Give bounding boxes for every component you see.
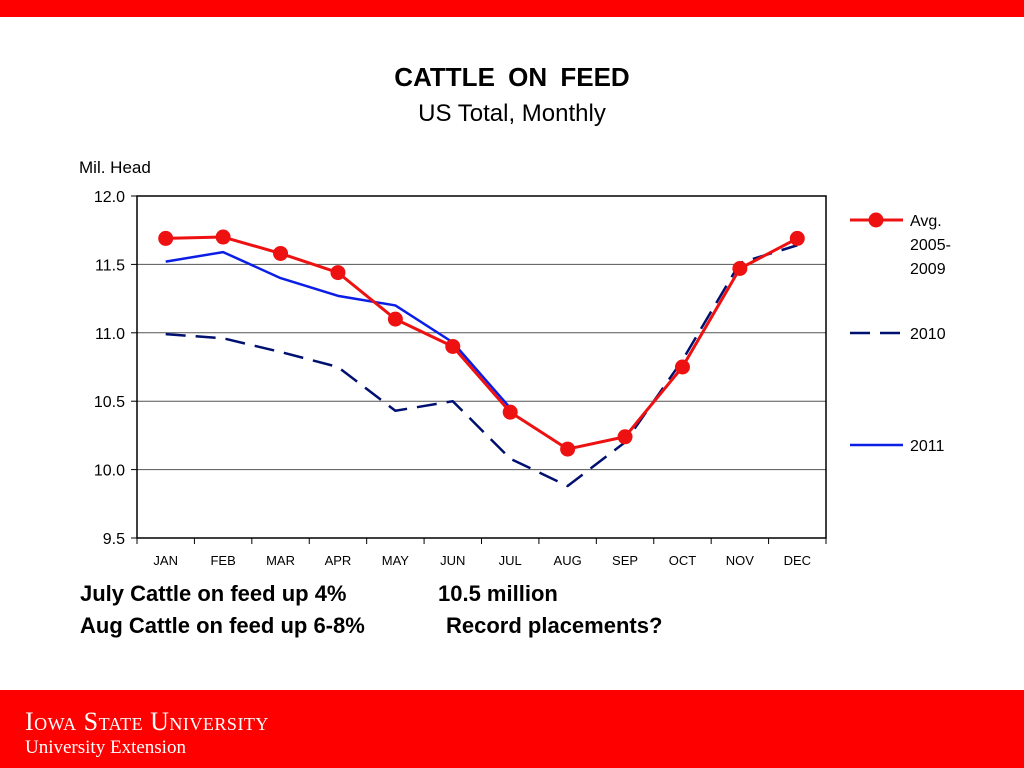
extension-name: University Extension xyxy=(25,737,186,758)
data-point-marker xyxy=(560,441,576,457)
data-point-marker xyxy=(502,404,518,420)
university-logo: Iowa State University University Extensi… xyxy=(25,707,269,759)
data-point-marker xyxy=(445,338,461,354)
series-line-2010 xyxy=(165,244,798,488)
legend-marker xyxy=(868,212,884,228)
y-tick-label: 10.5 xyxy=(94,394,125,411)
x-tick-label: JAN xyxy=(153,553,178,568)
legend-label: 2011 xyxy=(910,438,945,455)
y-tick-label: 11.5 xyxy=(95,257,125,274)
x-tick-label: JUN xyxy=(440,553,465,568)
series-line-avg-2005-2009 xyxy=(165,235,798,451)
data-point-marker xyxy=(215,229,231,245)
x-tick-label: NOV xyxy=(726,553,755,568)
note-july-value: 10.5 million xyxy=(438,581,558,606)
note-aug: Aug Cattle on feed up 6-8% xyxy=(80,613,365,638)
data-point-marker xyxy=(789,230,805,246)
footer-red-bar xyxy=(0,690,1024,768)
data-point-marker xyxy=(330,265,346,281)
x-tick-label: APR xyxy=(325,553,352,568)
x-tick-label: JUL xyxy=(499,553,522,568)
legend-label: 2009 xyxy=(910,261,946,278)
plot-area-border xyxy=(136,195,827,539)
data-point-marker xyxy=(158,230,174,246)
x-tick-label: MAR xyxy=(266,553,295,568)
data-point-marker xyxy=(273,245,289,261)
y-axis-label: Mil. Head xyxy=(79,158,151,177)
x-tick-label: AUG xyxy=(554,553,582,568)
y-tick-label: 9.5 xyxy=(103,531,125,548)
top-red-bar xyxy=(0,0,1024,17)
x-tick-label: FEB xyxy=(210,553,235,568)
university-name: Iowa State University xyxy=(25,707,269,736)
notes-block: July Cattle on feed up 4% 10.5 million Au… xyxy=(80,578,662,642)
legend-label: 2010 xyxy=(910,326,946,343)
y-tick-label: 12.0 xyxy=(94,189,125,206)
y-tick-label: 10.0 xyxy=(94,463,125,480)
data-point-marker xyxy=(674,359,690,375)
data-point-marker xyxy=(617,429,633,445)
x-tick-label: OCT xyxy=(669,553,697,568)
x-tick-label: DEC xyxy=(784,553,811,568)
x-tick-label: MAY xyxy=(382,553,410,568)
chart-title: CATTLE ON FEED xyxy=(394,62,630,92)
y-tick-label: 11.0 xyxy=(95,326,125,343)
data-point-marker xyxy=(387,311,403,327)
x-tick-label: SEP xyxy=(612,553,638,568)
line-chart: Mil. Head 12.0 11.5 11.0 10.5 10.0 9.5 JAN FEB MA… xyxy=(79,158,951,568)
note-row-2: Aug Cattle on feed up 6-8% Record placeme… xyxy=(80,610,662,642)
data-point-marker xyxy=(732,261,748,277)
chart-subtitle: US Total, Monthly xyxy=(418,100,606,127)
legend-label: 2005- xyxy=(910,237,951,254)
note-aug-value: Record placements? xyxy=(446,613,663,638)
note-july: July Cattle on feed up 4% xyxy=(80,581,347,606)
legend-label: Avg. xyxy=(910,213,942,230)
note-row-1: July Cattle on feed up 4% 10.5 million xyxy=(80,578,662,610)
